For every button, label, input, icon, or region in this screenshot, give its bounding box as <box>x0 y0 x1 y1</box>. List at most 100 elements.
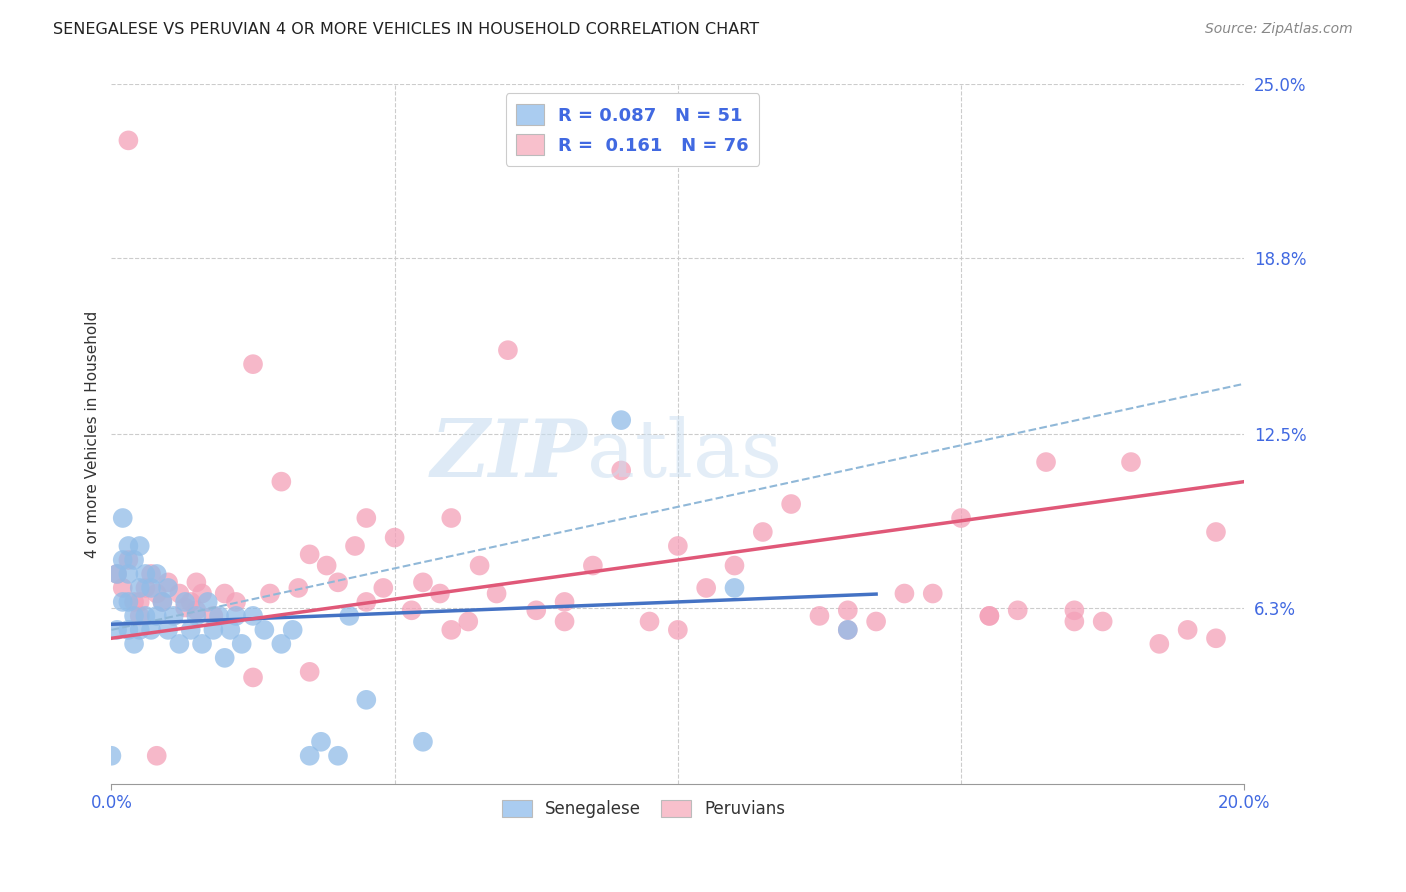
Point <box>1205 632 1227 646</box>
Point <box>281 623 304 637</box>
Point <box>837 603 859 617</box>
Y-axis label: 4 or more Vehicles in Household: 4 or more Vehicles in Household <box>86 310 100 558</box>
Point <box>191 586 214 600</box>
Point <box>309 735 332 749</box>
Point <box>298 665 321 679</box>
Legend: Senegalese, Peruvians: Senegalese, Peruvians <box>495 793 793 824</box>
Point <box>610 413 633 427</box>
Point <box>128 539 150 553</box>
Point <box>270 475 292 489</box>
Point <box>298 547 321 561</box>
Text: SENEGALESE VS PERUVIAN 4 OR MORE VEHICLES IN HOUSEHOLD CORRELATION CHART: SENEGALESE VS PERUVIAN 4 OR MORE VEHICLE… <box>53 22 759 37</box>
Point <box>950 511 973 525</box>
Point <box>1149 637 1171 651</box>
Point <box>242 670 264 684</box>
Point <box>180 595 202 609</box>
Point <box>105 566 128 581</box>
Point <box>111 581 134 595</box>
Point <box>128 623 150 637</box>
Point <box>225 608 247 623</box>
Point <box>695 581 717 595</box>
Point <box>208 608 231 623</box>
Point <box>373 581 395 595</box>
Point <box>202 608 225 623</box>
Point <box>412 735 434 749</box>
Point <box>111 553 134 567</box>
Point <box>485 586 508 600</box>
Point <box>287 581 309 595</box>
Point <box>186 575 208 590</box>
Point <box>117 133 139 147</box>
Point <box>117 553 139 567</box>
Point <box>157 623 180 637</box>
Point <box>582 558 605 573</box>
Point <box>253 623 276 637</box>
Point <box>117 595 139 609</box>
Point <box>384 531 406 545</box>
Point <box>1007 603 1029 617</box>
Point <box>197 595 219 609</box>
Point <box>117 539 139 553</box>
Point <box>191 637 214 651</box>
Point <box>150 595 173 609</box>
Point <box>134 581 156 595</box>
Point <box>150 595 173 609</box>
Point <box>401 603 423 617</box>
Point <box>111 511 134 525</box>
Point <box>343 539 366 553</box>
Point <box>457 615 479 629</box>
Point <box>145 748 167 763</box>
Point <box>134 566 156 581</box>
Point <box>808 608 831 623</box>
Point <box>174 600 197 615</box>
Point <box>122 595 145 609</box>
Point <box>259 586 281 600</box>
Point <box>100 748 122 763</box>
Point <box>122 637 145 651</box>
Point <box>139 581 162 595</box>
Point <box>145 608 167 623</box>
Point <box>117 566 139 581</box>
Point <box>139 623 162 637</box>
Point <box>921 586 943 600</box>
Point <box>214 586 236 600</box>
Point <box>356 693 378 707</box>
Point <box>315 558 337 573</box>
Point <box>174 595 197 609</box>
Point <box>356 511 378 525</box>
Point <box>128 581 150 595</box>
Point <box>145 566 167 581</box>
Point <box>1119 455 1142 469</box>
Point <box>105 566 128 581</box>
Point <box>429 586 451 600</box>
Point <box>979 608 1001 623</box>
Point <box>122 608 145 623</box>
Point <box>270 637 292 651</box>
Point <box>128 608 150 623</box>
Point <box>337 608 360 623</box>
Point <box>496 343 519 358</box>
Point <box>752 524 775 539</box>
Point <box>163 608 186 623</box>
Point <box>468 558 491 573</box>
Point <box>1205 524 1227 539</box>
Point <box>139 566 162 581</box>
Point <box>134 608 156 623</box>
Point <box>837 623 859 637</box>
Point <box>610 463 633 477</box>
Text: ZIP: ZIP <box>430 417 588 494</box>
Point <box>865 615 887 629</box>
Point <box>893 586 915 600</box>
Point <box>219 623 242 637</box>
Point <box>145 586 167 600</box>
Point <box>1063 615 1085 629</box>
Point <box>231 637 253 651</box>
Text: Source: ZipAtlas.com: Source: ZipAtlas.com <box>1205 22 1353 37</box>
Point <box>440 623 463 637</box>
Point <box>440 511 463 525</box>
Point <box>157 581 180 595</box>
Point <box>157 575 180 590</box>
Point <box>242 608 264 623</box>
Point <box>186 603 208 617</box>
Point <box>180 623 202 637</box>
